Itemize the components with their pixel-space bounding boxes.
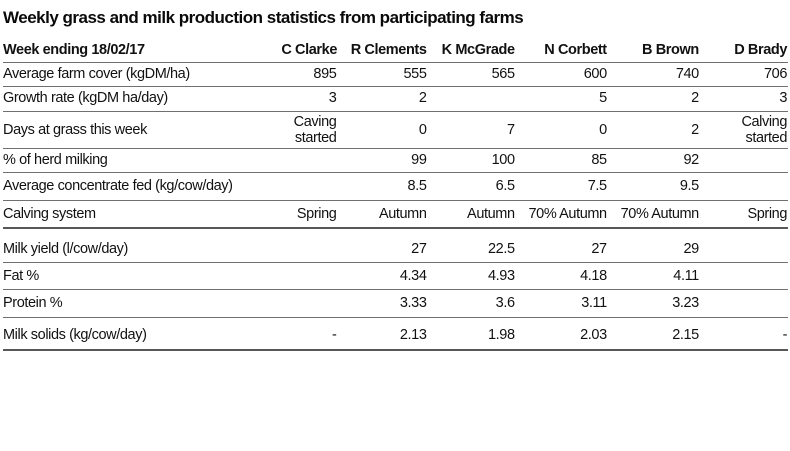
value-cell: 85 bbox=[591, 152, 607, 169]
farm-column-header: N Corbett bbox=[515, 39, 608, 64]
value-cell: 0 bbox=[418, 121, 427, 138]
value-cell: 565 bbox=[491, 66, 515, 83]
table-row: Milk yield (l/cow/day) 27 22.5 27 29 bbox=[3, 228, 788, 263]
row-label: Average farm cover (kgDM/ha) bbox=[3, 66, 190, 83]
value-cell: 2 bbox=[691, 90, 699, 107]
value-cell: 3.23 bbox=[672, 295, 699, 312]
row-label: % of herd milking bbox=[3, 152, 108, 169]
farm-column-header: K McGrade bbox=[427, 39, 516, 64]
value-cell: 3 bbox=[779, 90, 787, 107]
value-cell bbox=[281, 290, 337, 317]
value-cell: 4.93 bbox=[488, 268, 515, 285]
value-cell: 895 bbox=[313, 66, 337, 83]
value-cell bbox=[281, 149, 337, 173]
row-label: Protein % bbox=[3, 295, 63, 312]
value-cell bbox=[428, 87, 516, 111]
farm-column-header: D Brady bbox=[699, 39, 788, 64]
table-row: Calving system Spring Autumn Autumn 70% Autu… bbox=[3, 200, 788, 228]
value-cell: 22.5 bbox=[488, 240, 515, 257]
value-cell: 7.5 bbox=[587, 178, 607, 195]
table-body: Average farm cover (kgDM/ha) 895 555 565 600… bbox=[3, 63, 788, 350]
value-cell bbox=[700, 173, 788, 200]
farm-column-header: B Brown bbox=[607, 39, 700, 64]
value-cell: 3.33 bbox=[399, 295, 427, 312]
row-label: Fat % bbox=[3, 268, 39, 285]
row-label: Average concentrate fed (kg/cow/day) bbox=[3, 178, 233, 195]
value-cell: Caving started bbox=[293, 113, 337, 146]
value-cell bbox=[281, 173, 337, 200]
value-cell bbox=[700, 263, 788, 290]
value-cell bbox=[281, 263, 337, 290]
value-cell: Calving started bbox=[741, 113, 787, 146]
value-cell: Spring bbox=[296, 205, 337, 222]
value-cell: 2.15 bbox=[672, 326, 699, 343]
value-cell: Autumn bbox=[467, 205, 515, 222]
value-cell: 2 bbox=[418, 90, 427, 107]
value-cell: 9.5 bbox=[679, 178, 699, 195]
value-cell: 4.18 bbox=[580, 268, 607, 285]
table-row: Average concentrate fed (kg/cow/day) 8.5 6… bbox=[3, 173, 788, 201]
value-cell: 600 bbox=[583, 66, 607, 83]
value-cell: 2 bbox=[691, 121, 699, 138]
value-cell: 740 bbox=[675, 66, 699, 83]
table-row: Average farm cover (kgDM/ha) 895 555 565 600… bbox=[3, 63, 788, 87]
value-cell bbox=[700, 290, 788, 317]
table-row: Milk solids (kg/cow/day) - 2.13 1.98 2.03 2.1… bbox=[3, 317, 788, 350]
week-ending-header: Week ending 18/02/17 bbox=[3, 39, 282, 64]
value-cell: 3.11 bbox=[581, 295, 607, 312]
value-cell: 70% Autumn bbox=[620, 205, 700, 222]
value-cell: 555 bbox=[403, 66, 427, 83]
value-cell: Spring bbox=[747, 205, 787, 222]
value-cell: 5 bbox=[599, 90, 607, 107]
farm-stats-table: Week ending 18/02/17 C Clarke R Clements K … bbox=[3, 39, 788, 351]
table-row: % of herd milking 99 100 85 92 bbox=[3, 149, 788, 173]
value-cell: 27 bbox=[591, 240, 607, 257]
row-label: Milk yield (l/cow/day) bbox=[3, 240, 128, 257]
value-cell: 70% Autumn bbox=[528, 205, 608, 222]
value-cell: 2.13 bbox=[399, 326, 427, 343]
table-row: Protein % 3.33 3.6 3.11 3.23 bbox=[3, 290, 788, 318]
value-cell: 4.34 bbox=[399, 268, 427, 285]
value-cell: 2.03 bbox=[580, 326, 607, 343]
page-title: Weekly grass and milk production statist… bbox=[3, 8, 524, 27]
row-label: Milk solids (kg/cow/day) bbox=[3, 326, 147, 343]
farm-column-header: C Clarke bbox=[281, 39, 338, 64]
value-cell: 6.5 bbox=[495, 178, 515, 195]
value-cell: - bbox=[782, 326, 788, 343]
value-cell: Autumn bbox=[378, 205, 427, 222]
row-label: Days at grass this week bbox=[3, 121, 147, 138]
value-cell: 99 bbox=[411, 152, 427, 169]
table-row: Fat % 4.34 4.93 4.18 4.11 bbox=[3, 263, 788, 290]
value-cell: 0 bbox=[599, 121, 607, 138]
value-cell bbox=[700, 149, 788, 173]
value-cell: 706 bbox=[764, 66, 787, 83]
value-cell: 3 bbox=[328, 90, 337, 107]
table-row: Days at grass this week Caving started 0 7 0… bbox=[3, 111, 788, 149]
value-cell: - bbox=[331, 326, 337, 343]
farm-column-header: R Clements bbox=[337, 39, 428, 64]
value-cell: 7 bbox=[506, 121, 515, 138]
row-label: Calving system bbox=[3, 205, 96, 222]
value-cell: 29 bbox=[683, 240, 700, 257]
table-header-row: Week ending 18/02/17 C Clarke R Clements K … bbox=[3, 39, 788, 64]
value-cell: 8.5 bbox=[407, 178, 427, 195]
row-label: Growth rate (kgDM ha/day) bbox=[3, 90, 168, 107]
value-cell: 27 bbox=[411, 240, 427, 257]
table-row: Growth rate (kgDM ha/day) 3 2 5 2 3 bbox=[3, 87, 788, 112]
value-cell bbox=[700, 228, 788, 263]
value-cell: 4.11 bbox=[673, 268, 699, 285]
value-cell bbox=[281, 228, 337, 263]
value-cell: 100 bbox=[491, 152, 515, 169]
value-cell: 3.6 bbox=[495, 295, 515, 312]
value-cell: 1.98 bbox=[488, 326, 515, 343]
value-cell: 92 bbox=[683, 152, 700, 169]
